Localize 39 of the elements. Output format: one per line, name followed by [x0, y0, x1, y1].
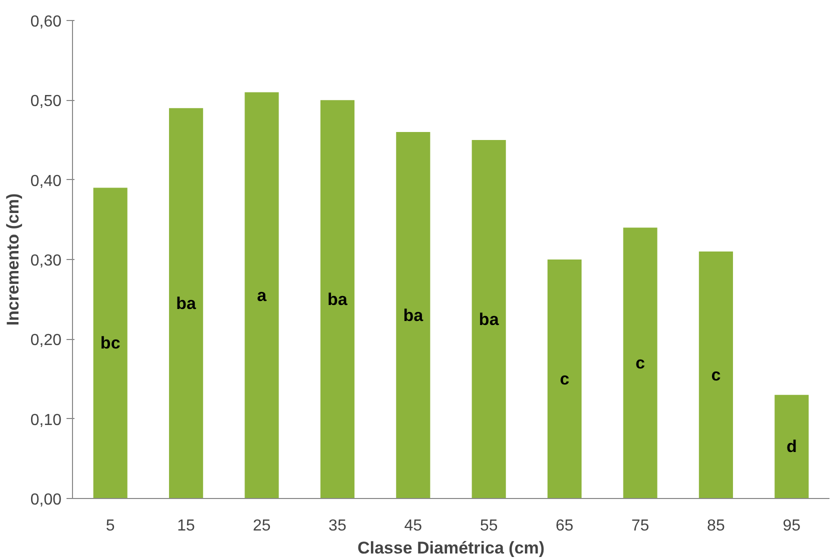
bar [320, 100, 354, 498]
annotation: ba [403, 306, 424, 325]
x-tick-label: 25 [252, 518, 271, 534]
annotation: c [711, 366, 721, 385]
y-tick-label: 0,50 [30, 93, 62, 110]
bar [698, 252, 733, 498]
x-tick-label: 5 [106, 518, 115, 534]
x-tick-label: 45 [404, 518, 422, 534]
x-tick-label: 35 [328, 518, 346, 534]
bar [623, 228, 658, 498]
x-axis-title: Classe Diamétrica (cm) [357, 538, 545, 558]
x-tick-label: 65 [556, 518, 574, 534]
bar [548, 260, 582, 498]
annotation: c [636, 354, 645, 373]
y-tick-label: 0,20 [30, 332, 62, 350]
y-axis-title: Incremento (cm) [3, 193, 22, 326]
y-tick-label: 0,00 [30, 492, 62, 508]
annotation: bc [100, 334, 120, 353]
y-tick-label: 0,40 [30, 172, 62, 190]
bar [244, 92, 279, 498]
x-tick-label: 55 [480, 518, 498, 534]
annotation: c [560, 370, 570, 388]
annotation: ba [328, 290, 348, 309]
bar [396, 132, 430, 498]
x-tick-label: 95 [782, 518, 801, 534]
annotation: ba [176, 294, 197, 313]
bar [169, 108, 204, 498]
bar [774, 394, 809, 498]
y-tick-label: 0,30 [30, 252, 62, 270]
bar [472, 140, 506, 498]
annotation: a [257, 286, 268, 305]
x-tick-label: 75 [631, 518, 650, 534]
x-tick-label: 85 [707, 518, 725, 534]
annotation: ba [478, 310, 500, 329]
x-tick-label: 15 [177, 518, 196, 534]
y-tick-label: 0,10 [30, 412, 62, 429]
annotation: d [786, 437, 797, 456]
bar [93, 188, 128, 498]
y-tick-label: 0,60 [30, 14, 62, 30]
